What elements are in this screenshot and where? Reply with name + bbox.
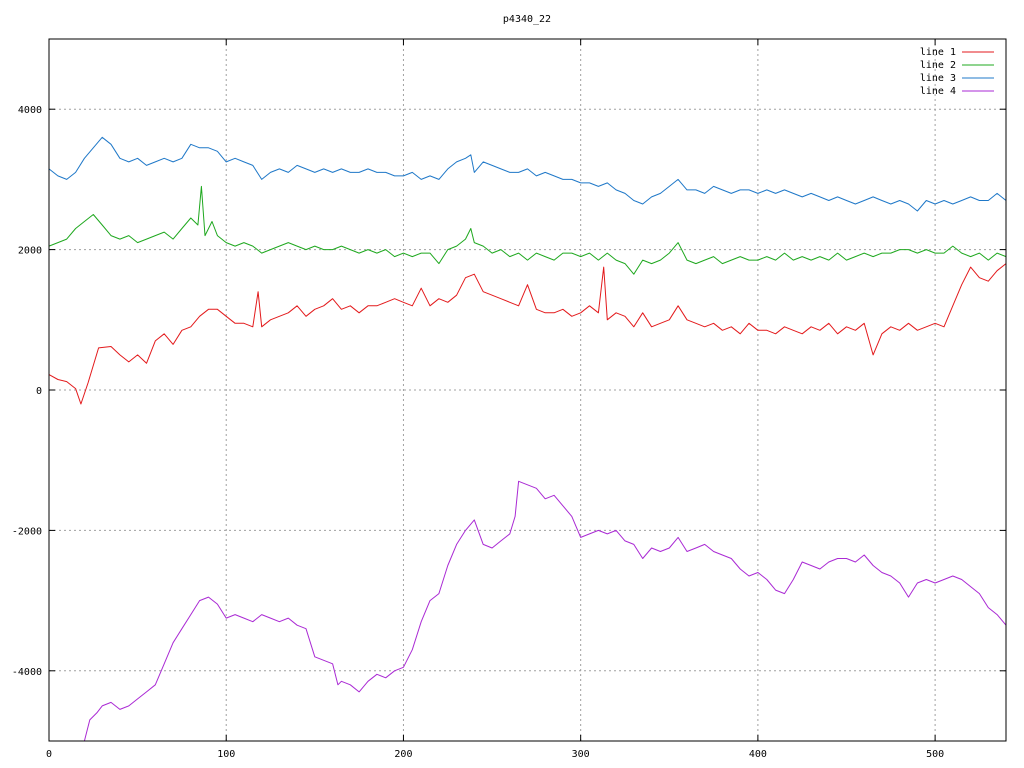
y-tick-label: 4000 — [18, 105, 42, 116]
series-group — [48, 136, 1007, 742]
series-line-2 — [48, 185, 1007, 275]
legend-label: line 1 — [920, 47, 956, 58]
x-tick-label: 500 — [926, 749, 944, 760]
plot-border — [48, 38, 1007, 742]
legend-label: line 4 — [920, 86, 956, 97]
y-tick-label: 2000 — [18, 246, 42, 257]
y-tick-label: 0 — [36, 386, 42, 397]
legend-label: line 3 — [920, 73, 956, 84]
x-tick-label: 300 — [572, 749, 590, 760]
y-tick-label: -2000 — [12, 526, 42, 537]
legend: line 1 line 2 line 3 line 4 — [920, 47, 994, 97]
y-tick-label: -4000 — [12, 667, 42, 678]
grid — [49, 39, 1006, 741]
series-line-3 — [48, 136, 1007, 212]
chart-title: p4340_22 — [503, 14, 551, 25]
x-tick-label: 100 — [217, 749, 235, 760]
y-ticks: -4000 -2000 0 2000 4000 — [12, 105, 1006, 678]
series-line-1 — [48, 263, 1007, 405]
legend-label: line 2 — [920, 60, 956, 71]
x-tick-label: 0 — [46, 749, 52, 760]
x-tick-label: 200 — [394, 749, 412, 760]
x-ticks: 0 100 200 300 400 500 — [46, 39, 944, 760]
series-line-4 — [83, 480, 1007, 742]
x-tick-label: 400 — [749, 749, 767, 760]
